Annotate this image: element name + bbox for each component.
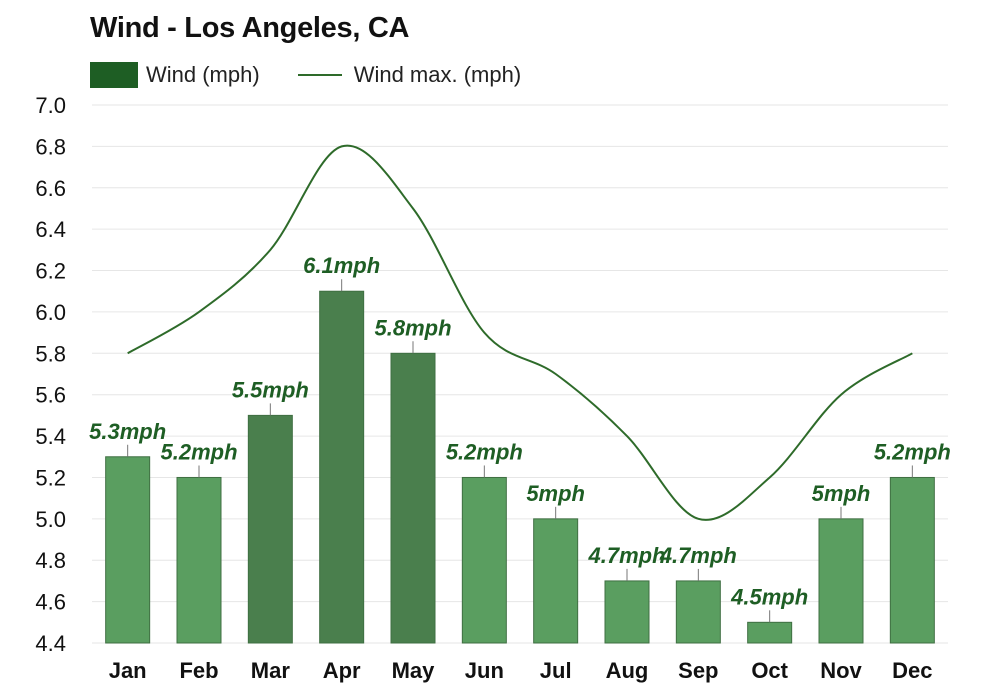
y-tick-label: 5.2 xyxy=(35,465,66,490)
y-tick-label: 6.2 xyxy=(35,259,66,284)
data-label: 6.1mph xyxy=(303,253,380,278)
data-label: 4.7mph xyxy=(659,543,737,568)
legend-item-wind-max: Wind max. (mph) xyxy=(297,62,522,88)
data-label: 5mph xyxy=(526,481,585,506)
y-tick-label: 7.0 xyxy=(35,93,66,118)
data-label: 5.2mph xyxy=(874,439,951,464)
data-label: 5.3mph xyxy=(89,419,166,444)
y-tick-label: 6.4 xyxy=(35,217,66,242)
x-tick-label: Nov xyxy=(820,658,862,683)
y-tick-label: 6.0 xyxy=(35,300,66,325)
chart-legend: Wind (mph) Wind max. (mph) xyxy=(90,60,559,90)
y-tick-label: 4.6 xyxy=(35,590,66,615)
x-tick-label: Apr xyxy=(323,658,361,683)
bar-apr xyxy=(319,290,365,644)
y-tick-label: 4.8 xyxy=(35,548,66,573)
x-tick-label: Jan xyxy=(109,658,147,683)
y-tick-label: 5.0 xyxy=(35,507,66,532)
y-tick-label: 6.6 xyxy=(35,176,66,201)
legend-item-wind: Wind (mph) xyxy=(90,62,260,88)
bar-jun xyxy=(461,476,507,644)
legend-bar-swatch xyxy=(90,62,138,88)
x-tick-label: May xyxy=(392,658,436,683)
x-tick-label: Feb xyxy=(179,658,218,683)
y-tick-label: 6.8 xyxy=(35,134,66,159)
x-tick-label: Dec xyxy=(892,658,932,683)
legend-line-swatch xyxy=(297,74,342,76)
y-tick-label: 5.6 xyxy=(35,383,66,408)
data-label: 5.5mph xyxy=(232,377,309,402)
data-label: 4.5mph xyxy=(730,584,808,609)
data-label: 5.2mph xyxy=(446,439,523,464)
x-tick-label: Oct xyxy=(751,658,788,683)
legend-label-wind-max: Wind max. (mph) xyxy=(353,62,522,87)
y-tick-label: 5.4 xyxy=(35,424,66,449)
bar-oct xyxy=(747,621,793,644)
legend-label-wind: Wind (mph) xyxy=(146,62,260,87)
x-tick-label: Jun xyxy=(465,658,504,683)
bar-sep xyxy=(675,580,721,644)
chart-title: Wind - Los Angeles, CA xyxy=(90,12,410,44)
bar-aug xyxy=(604,580,650,644)
wind-max-line xyxy=(127,144,913,521)
bar-nov xyxy=(818,518,864,644)
y-tick-label: 5.8 xyxy=(35,341,66,366)
data-label: 5.2mph xyxy=(160,439,237,464)
bar-jan xyxy=(105,456,151,644)
bar-dec xyxy=(889,476,935,644)
data-label: 5mph xyxy=(812,481,871,506)
x-tick-label: Sep xyxy=(678,658,718,683)
bar-feb xyxy=(176,476,222,644)
x-tick-label: Jul xyxy=(540,658,572,683)
y-tick-label: 4.4 xyxy=(35,631,66,656)
data-label: 5.8mph xyxy=(374,315,451,340)
data-label: 4.7mph xyxy=(587,543,665,568)
bar-jul xyxy=(533,518,579,644)
bar-mar xyxy=(247,414,293,644)
x-tick-label: Mar xyxy=(251,658,291,683)
x-tick-label: Aug xyxy=(606,658,649,683)
bar-may xyxy=(390,352,436,644)
